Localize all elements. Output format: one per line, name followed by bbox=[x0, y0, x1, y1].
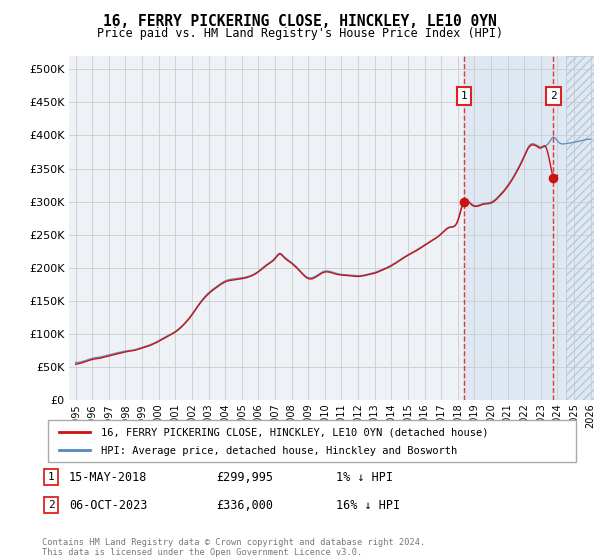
Text: 06-OCT-2023: 06-OCT-2023 bbox=[69, 498, 148, 512]
Text: 2: 2 bbox=[47, 500, 55, 510]
Text: £336,000: £336,000 bbox=[216, 498, 273, 512]
Text: HPI: Average price, detached house, Hinckley and Bosworth: HPI: Average price, detached house, Hinc… bbox=[101, 446, 457, 456]
Text: 16, FERRY PICKERING CLOSE, HINCKLEY, LE10 0YN: 16, FERRY PICKERING CLOSE, HINCKLEY, LE1… bbox=[103, 14, 497, 29]
Text: Price paid vs. HM Land Registry's House Price Index (HPI): Price paid vs. HM Land Registry's House … bbox=[97, 27, 503, 40]
FancyBboxPatch shape bbox=[48, 420, 576, 462]
Text: 16% ↓ HPI: 16% ↓ HPI bbox=[336, 498, 400, 512]
Bar bbox=[566, 56, 594, 400]
Text: 1% ↓ HPI: 1% ↓ HPI bbox=[336, 470, 393, 484]
Text: 15-MAY-2018: 15-MAY-2018 bbox=[69, 470, 148, 484]
Text: 2: 2 bbox=[550, 91, 557, 101]
Bar bbox=[464, 56, 594, 400]
Text: £299,995: £299,995 bbox=[216, 470, 273, 484]
Text: 1: 1 bbox=[461, 91, 467, 101]
Text: 16, FERRY PICKERING CLOSE, HINCKLEY, LE10 0YN (detached house): 16, FERRY PICKERING CLOSE, HINCKLEY, LE1… bbox=[101, 428, 488, 437]
Text: 1: 1 bbox=[47, 472, 55, 482]
Text: Contains HM Land Registry data © Crown copyright and database right 2024.
This d: Contains HM Land Registry data © Crown c… bbox=[42, 538, 425, 557]
